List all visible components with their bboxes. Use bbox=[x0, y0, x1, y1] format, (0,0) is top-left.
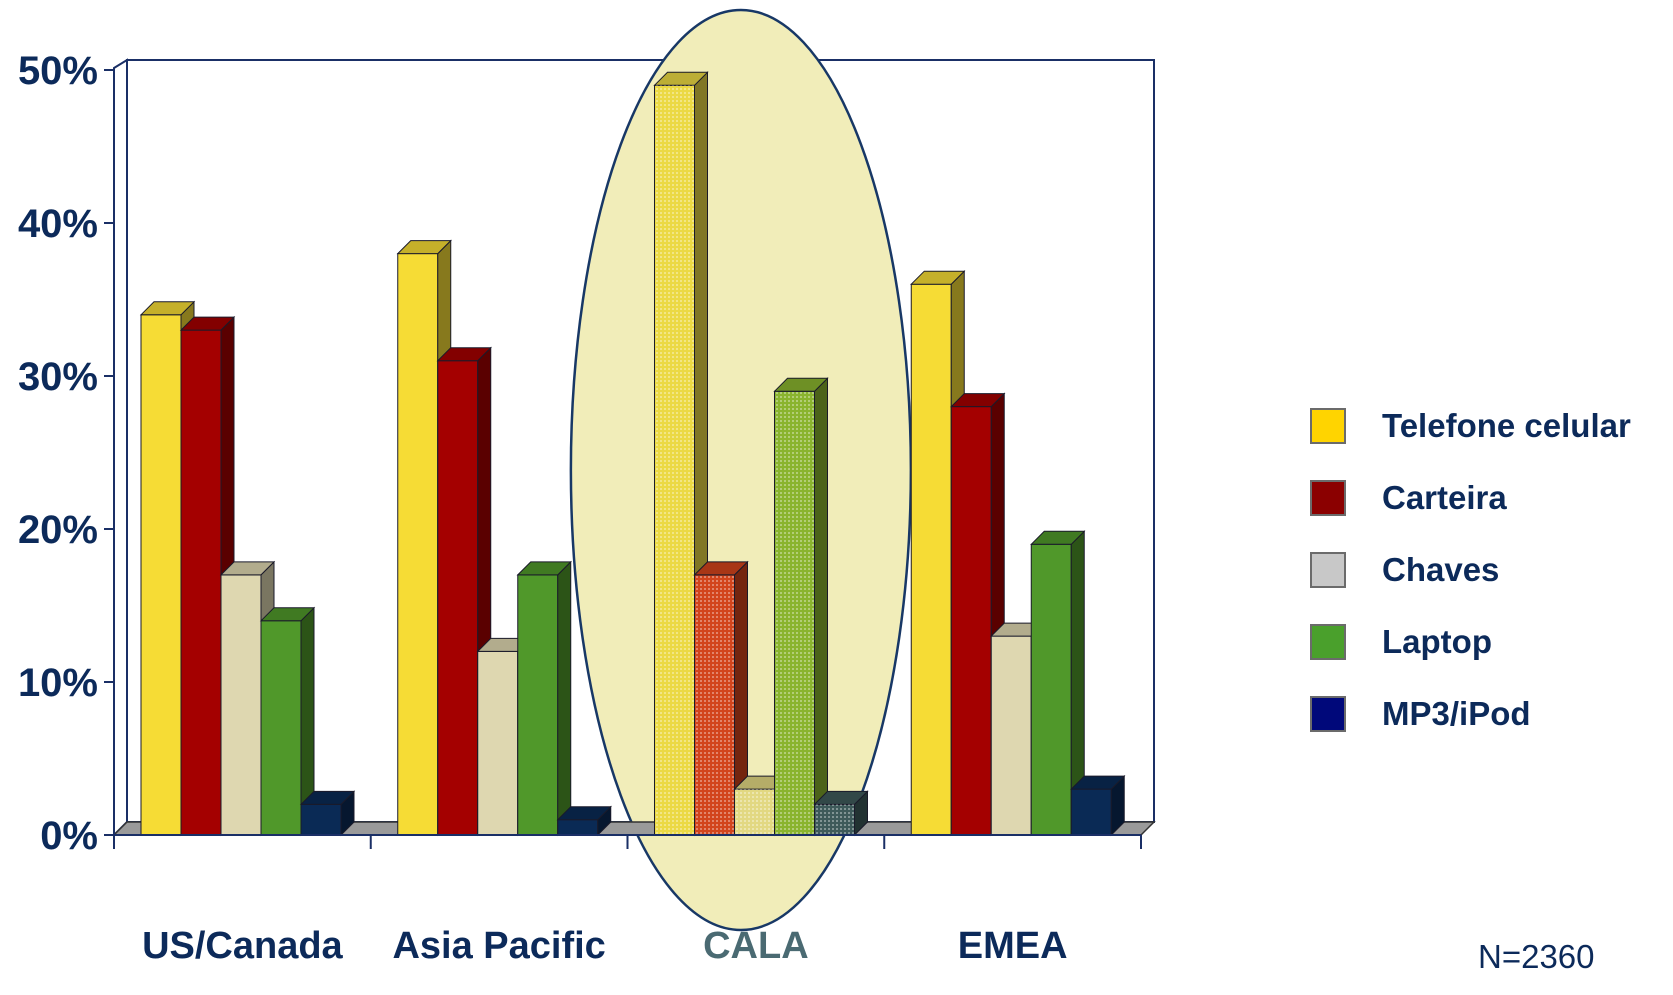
bar-highlight-texture bbox=[814, 804, 855, 835]
y-tick-label: 30% bbox=[18, 355, 98, 399]
y-tick-label: 50% bbox=[18, 49, 98, 93]
x-category-label: US/Canada bbox=[142, 925, 343, 967]
bar bbox=[653, 71, 709, 837]
bar bbox=[693, 560, 749, 837]
bar bbox=[1030, 530, 1086, 837]
bar-front bbox=[397, 253, 439, 836]
bar-highlight-texture bbox=[694, 574, 735, 835]
legend-label: Chaves bbox=[1382, 551, 1500, 588]
legend-swatch bbox=[1310, 696, 1346, 732]
bar bbox=[1070, 774, 1126, 837]
bar-top bbox=[179, 316, 236, 331]
bar-side bbox=[557, 560, 572, 837]
bar-front bbox=[260, 620, 302, 836]
bar-front bbox=[220, 574, 262, 836]
bar-front bbox=[477, 650, 519, 836]
y-tick-label: 20% bbox=[18, 508, 98, 552]
bar-front bbox=[300, 803, 342, 836]
bar-top bbox=[436, 347, 492, 362]
bar-top bbox=[950, 393, 1006, 408]
bar-front bbox=[1030, 543, 1072, 836]
sample-size-note: N=2360 bbox=[1478, 938, 1595, 975]
chart-legend: Telefone celular Carteira Chaves Laptop … bbox=[1310, 390, 1631, 750]
bar-front bbox=[1070, 788, 1112, 836]
legend-swatch bbox=[1310, 552, 1346, 588]
bar-side bbox=[814, 377, 828, 837]
bar-top bbox=[556, 806, 612, 821]
bar-highlight-texture bbox=[774, 391, 815, 835]
legend-item: Chaves bbox=[1310, 534, 1631, 606]
bar-front bbox=[140, 314, 182, 836]
bar-highlight-texture bbox=[734, 789, 775, 835]
bar-front bbox=[950, 406, 992, 836]
bar-top bbox=[910, 270, 966, 285]
bar-top bbox=[1070, 775, 1126, 790]
bar-top bbox=[259, 607, 316, 622]
bar-front bbox=[557, 819, 599, 836]
bar-front bbox=[180, 329, 222, 836]
bar-top bbox=[516, 561, 572, 576]
bar bbox=[556, 805, 612, 837]
bar-top bbox=[299, 790, 356, 805]
legend-item: Telefone celular bbox=[1310, 390, 1631, 462]
legend-item: MP3/iPod bbox=[1310, 678, 1631, 750]
bar bbox=[516, 560, 572, 837]
bar-top bbox=[219, 561, 276, 576]
bar-front bbox=[437, 360, 479, 836]
bar-top bbox=[139, 301, 196, 316]
y-tick-label: 40% bbox=[18, 202, 98, 246]
legend-label: Carteira bbox=[1382, 479, 1507, 516]
legend-swatch bbox=[1310, 624, 1346, 660]
bar-front bbox=[517, 574, 559, 836]
legend-label: MP3/iPod bbox=[1382, 695, 1531, 732]
bar-top bbox=[1030, 530, 1086, 545]
bar-front bbox=[910, 283, 952, 836]
legend-swatch bbox=[1310, 480, 1346, 516]
bar-highlight-texture bbox=[654, 85, 695, 836]
bar bbox=[813, 790, 869, 837]
legend-item: Carteira bbox=[1310, 462, 1631, 534]
bar-front bbox=[990, 635, 1032, 836]
bar bbox=[773, 377, 829, 837]
x-category-label: EMEA bbox=[958, 925, 1068, 967]
bar bbox=[299, 790, 356, 837]
bar bbox=[259, 606, 316, 837]
x-category-label: Asia Pacific bbox=[392, 925, 605, 967]
x-category-label: CALA bbox=[703, 925, 809, 967]
bar-top bbox=[396, 240, 452, 255]
y-tick-label: 0% bbox=[40, 814, 98, 858]
legend-item: Laptop bbox=[1310, 606, 1631, 678]
plot-side-wall bbox=[113, 58, 128, 838]
legend-label: Telefone celular bbox=[1382, 407, 1631, 444]
legend-swatch bbox=[1310, 408, 1346, 444]
y-tick-label: 10% bbox=[18, 661, 98, 705]
legend-label: Laptop bbox=[1382, 623, 1492, 660]
